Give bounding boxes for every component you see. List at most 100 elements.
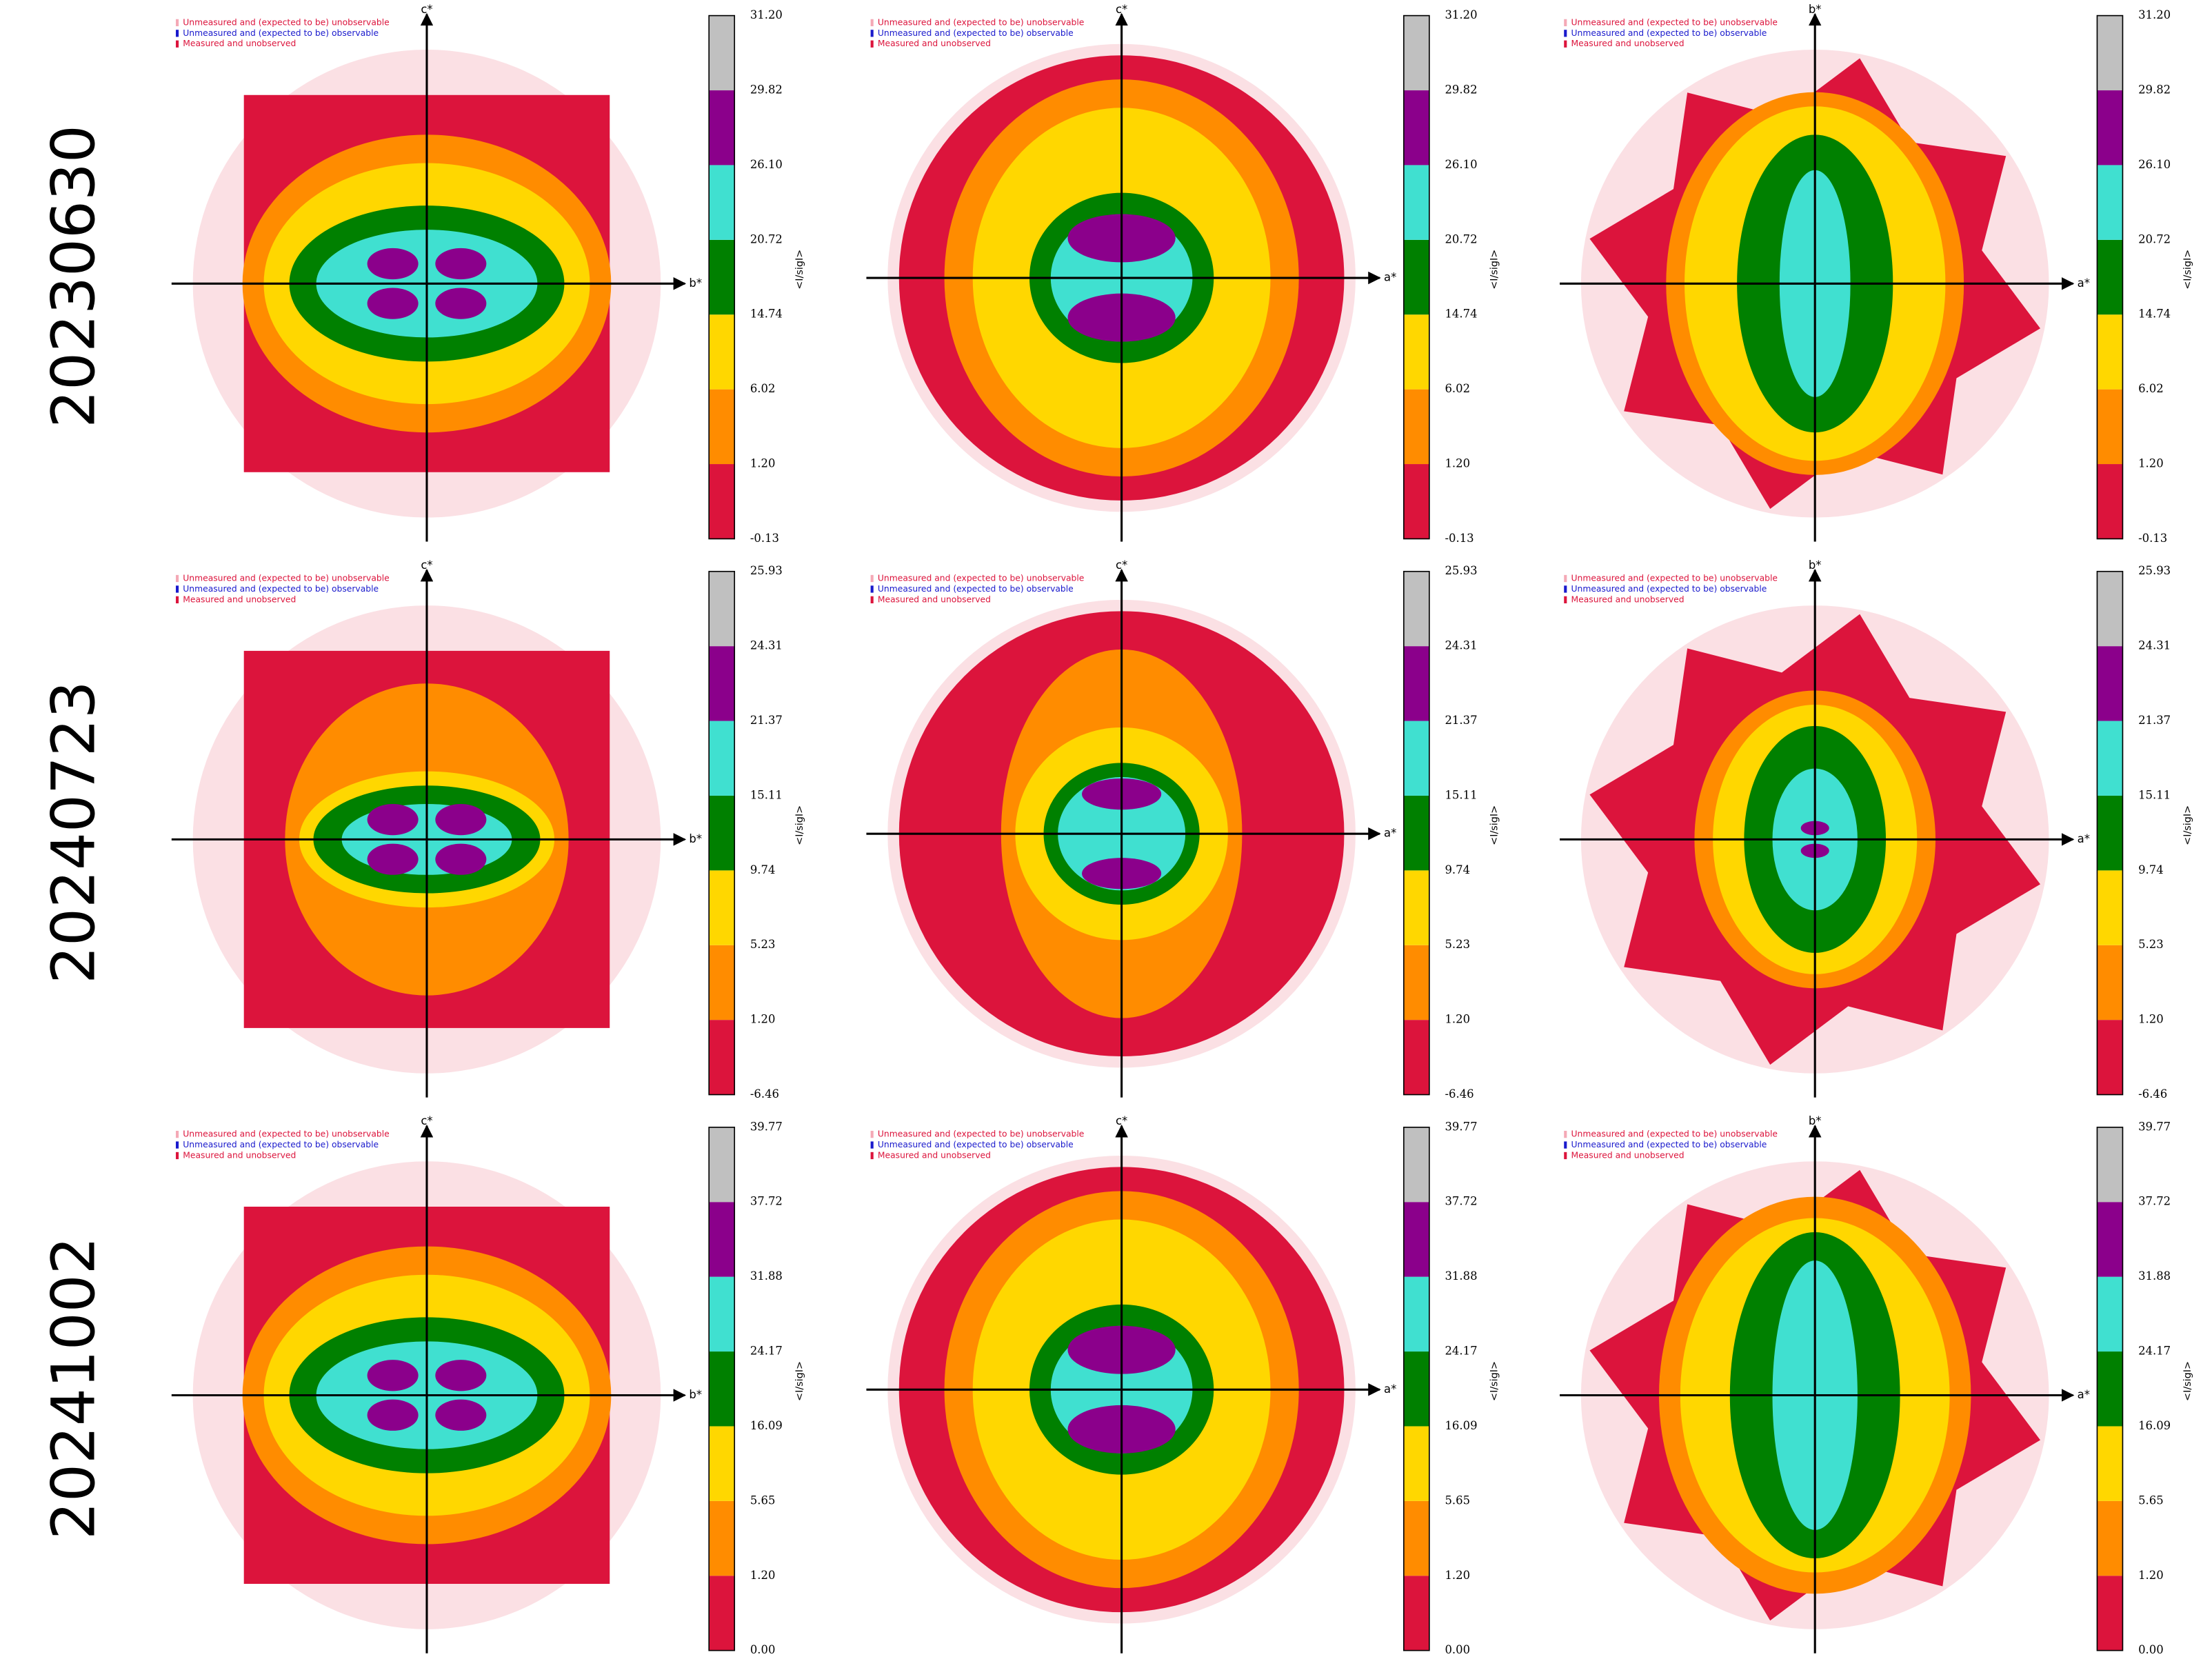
legend-swatch	[870, 574, 874, 583]
row-label: 20230630	[40, 125, 109, 428]
legend-label: Measured and unobserved	[878, 39, 991, 48]
colorbar-tick-label: 37.72	[1445, 1195, 1477, 1208]
legend-swatch	[870, 30, 874, 37]
axis-label: c*	[421, 1114, 432, 1127]
colorbar-tick-label: 1.20	[750, 457, 776, 470]
axis-label: a*	[2078, 832, 2090, 845]
colorbar-tick-label: 24.31	[1445, 639, 1477, 652]
colorbar-tick-label: 39.77	[1445, 1120, 1477, 1133]
colorbar-tick-label: 37.72	[2138, 1195, 2171, 1208]
legend-swatch	[870, 1130, 874, 1138]
colorbar-segment	[1403, 1500, 1429, 1576]
legend-swatch	[870, 40, 874, 48]
colorbar-tick-label: 26.10	[2138, 158, 2171, 171]
axis-label: a*	[1384, 271, 1396, 284]
contour-region	[367, 248, 419, 280]
colorbar-tick-label: 0.00	[750, 1643, 776, 1656]
colorbar-segment	[709, 1276, 735, 1352]
legend-label: Measured and unobserved	[878, 1150, 991, 1160]
colorbar-segment	[1403, 721, 1429, 796]
colorbar-segment	[709, 721, 735, 796]
colorbar-segment	[1403, 795, 1429, 871]
colorbar-segment	[1403, 1020, 1429, 1095]
colorbar-tick-label: 24.31	[750, 639, 783, 652]
legend-swatch	[1564, 574, 1567, 583]
colorbar-tick-label: 24.31	[2138, 639, 2171, 652]
colorbar-tick-label: 16.09	[2138, 1419, 2171, 1432]
colorbar-frame	[2096, 14, 2124, 540]
colorbar-segment	[1403, 1127, 1429, 1203]
colorbar-tick-label: 6.02	[2138, 382, 2164, 395]
contour-region	[367, 1360, 419, 1391]
legend-label: Unmeasured and (expected to be) unobserv…	[183, 17, 389, 27]
colorbar-segment	[2097, 15, 2123, 91]
colorbar-label: <I/sigI>	[794, 1361, 805, 1401]
colorbar-segment	[709, 389, 735, 465]
colorbar-tick-label: 15.11	[750, 788, 783, 801]
colorbar-tick-label: 21.37	[2138, 714, 2171, 727]
colorbar-segment	[1403, 870, 1429, 945]
legend-swatch	[175, 596, 179, 604]
legend-label: Unmeasured and (expected to be) observab…	[1571, 28, 1767, 38]
colorbar-tick-label: 26.10	[1445, 158, 1477, 171]
colorbar-segment	[709, 1351, 735, 1427]
colorbar-tick-label: 1.20	[1445, 1013, 1470, 1026]
colorbar-segment	[709, 1576, 735, 1651]
legend-swatch	[1564, 30, 1567, 37]
colorbar-segment	[1403, 464, 1429, 539]
colorbar-tick-label: 31.20	[2138, 8, 2171, 21]
colorbar-label: <I/sigI>	[2182, 250, 2193, 290]
colorbar-tick-label: 5.65	[750, 1494, 776, 1507]
colorbar-segment	[2097, 464, 2123, 539]
colorbar-segment	[709, 1202, 735, 1277]
contour-region	[367, 843, 419, 875]
colorbar-segment	[709, 795, 735, 871]
colorbar-tick-label: 31.20	[750, 8, 783, 21]
legend-label: Measured and unobserved	[183, 39, 296, 48]
colorbar-segment	[2097, 721, 2123, 796]
colorbar-tick-label: 25.93	[1445, 564, 1477, 577]
colorbar-frame	[708, 14, 736, 540]
row-label: 20241002	[40, 1236, 109, 1540]
colorbar-segment	[2097, 646, 2123, 721]
legend-label: Unmeasured and (expected to be) observab…	[878, 1140, 1074, 1149]
colorbar-tick-label: 14.74	[750, 308, 783, 321]
colorbar-tick-label: 25.93	[2138, 564, 2171, 577]
colorbar-tick-label: 24.17	[1445, 1345, 1477, 1358]
colorbar-segment	[2097, 1351, 2123, 1427]
legend-swatch	[870, 596, 874, 604]
colorbar-tick-label: 0.00	[1445, 1643, 1470, 1656]
colorbar-segment	[2097, 571, 2123, 647]
colorbar-tick-label: 21.37	[750, 714, 783, 727]
contour-region	[435, 843, 487, 875]
colorbar-segment	[709, 1500, 735, 1576]
colorbar-segment	[1403, 389, 1429, 465]
legend-swatch	[1564, 1141, 1567, 1149]
colorbar-segment	[709, 90, 735, 165]
colorbar-segment	[709, 1127, 735, 1203]
colorbar-tick-label: 20.72	[750, 232, 783, 245]
contour-region	[435, 248, 487, 280]
colorbar-tick-label: 39.77	[2138, 1120, 2171, 1133]
legend-swatch	[870, 1141, 874, 1149]
colorbar-label: <I/sigI>	[1489, 805, 1500, 845]
colorbar-segment	[709, 870, 735, 945]
colorbar-tick-label: 1.20	[2138, 457, 2164, 470]
colorbar-segment	[1403, 1202, 1429, 1277]
legend-swatch	[1564, 1152, 1567, 1160]
colorbar-tick-label: 26.10	[750, 158, 783, 171]
colorbar-segment	[2097, 1020, 2123, 1095]
colorbar-tick-label: 29.82	[1445, 83, 1477, 97]
contour-region	[435, 803, 487, 836]
legend-swatch	[1564, 585, 1567, 593]
colorbar-tick-label: -0.13	[2138, 532, 2167, 545]
colorbar-segment	[709, 1426, 735, 1501]
colorbar-label: <I/sigI>	[1489, 1361, 1500, 1401]
legend-label: Unmeasured and (expected to be) unobserv…	[1571, 1129, 1778, 1139]
colorbar-tick-label: 9.74	[750, 863, 776, 876]
colorbar-tick-label: 5.23	[2138, 938, 2164, 951]
legend-label: Unmeasured and (expected to be) observab…	[183, 1140, 379, 1149]
legend-swatch	[175, 1141, 179, 1149]
legend-swatch	[175, 1130, 179, 1138]
